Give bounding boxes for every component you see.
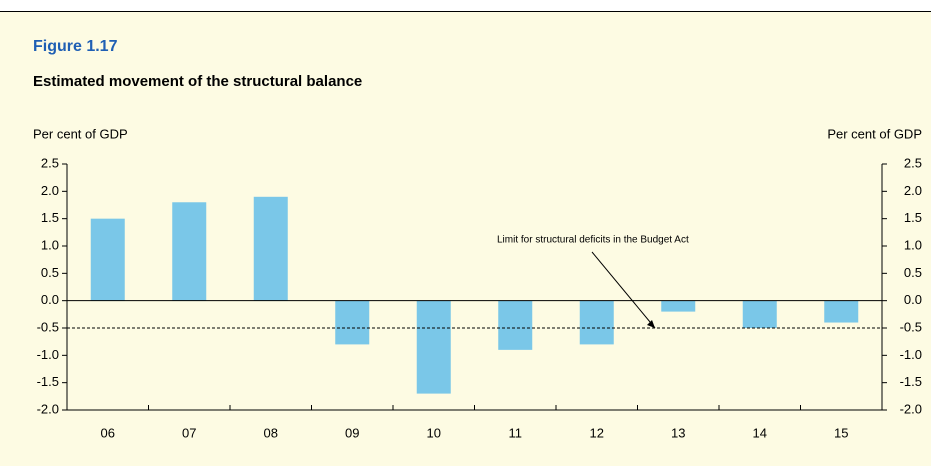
y2-axis-label: Per cent of GDP bbox=[827, 126, 922, 141]
bar bbox=[253, 196, 288, 301]
background bbox=[0, 12, 931, 466]
bar bbox=[824, 300, 859, 323]
y2-tick-label: 2.5 bbox=[904, 155, 922, 170]
y-tick-label: 1.5 bbox=[41, 210, 59, 225]
bar bbox=[579, 300, 614, 345]
y2-tick-label: 0.0 bbox=[904, 292, 922, 307]
bar bbox=[416, 300, 451, 394]
y-tick-label: 2.5 bbox=[41, 155, 59, 170]
y2-tick-label: 1.5 bbox=[904, 210, 922, 225]
bar bbox=[498, 300, 533, 350]
bar bbox=[742, 300, 777, 328]
y-tick-label: -1.5 bbox=[37, 374, 59, 389]
y2-tick-label: -0.5 bbox=[900, 319, 922, 334]
y-tick-label: 0.0 bbox=[41, 292, 59, 307]
y2-tick-label: -2.0 bbox=[900, 401, 922, 416]
y-axis-label: Per cent of GDP bbox=[33, 126, 128, 141]
y-tick-label: -1.0 bbox=[37, 347, 59, 362]
bar bbox=[172, 202, 207, 301]
annotation: Limit for structural deficits in the Bud… bbox=[497, 235, 689, 246]
y-tick-label: -2.0 bbox=[37, 401, 59, 416]
x-tick-label: 11 bbox=[509, 425, 523, 440]
y-tick-label: 1.0 bbox=[41, 237, 59, 252]
y2-tick-label: -1.5 bbox=[900, 374, 922, 389]
x-tick-label: 07 bbox=[182, 425, 196, 440]
y2-tick-label: -1.0 bbox=[900, 347, 922, 362]
arrow-head bbox=[647, 320, 655, 328]
y-tick-label: 0.5 bbox=[41, 265, 59, 280]
x-tick-label: 09 bbox=[345, 425, 359, 440]
y2-tick-label: 2.0 bbox=[904, 183, 922, 198]
bar bbox=[90, 218, 125, 301]
x-tick-label: 10 bbox=[427, 425, 441, 440]
x-tick-label: 12 bbox=[590, 425, 604, 440]
x-tick-label: 08 bbox=[264, 425, 278, 440]
y2-tick-label: 1.0 bbox=[904, 237, 922, 252]
y2-tick-label: 0.5 bbox=[904, 265, 922, 280]
y-tick-label: 2.0 bbox=[41, 183, 59, 198]
x-tick-label: 15 bbox=[834, 425, 848, 440]
figure-label: Figure 1.17 bbox=[33, 38, 118, 55]
x-tick-label: 06 bbox=[101, 425, 115, 440]
x-tick-label: 13 bbox=[671, 425, 685, 440]
bar bbox=[661, 300, 696, 312]
x-tick-label: 14 bbox=[753, 425, 767, 440]
annotation-arrow bbox=[591, 251, 656, 329]
chart-title: Estimated movement of the structural bal… bbox=[33, 73, 362, 90]
bar bbox=[335, 300, 370, 345]
y-tick-label: -0.5 bbox=[37, 319, 59, 334]
